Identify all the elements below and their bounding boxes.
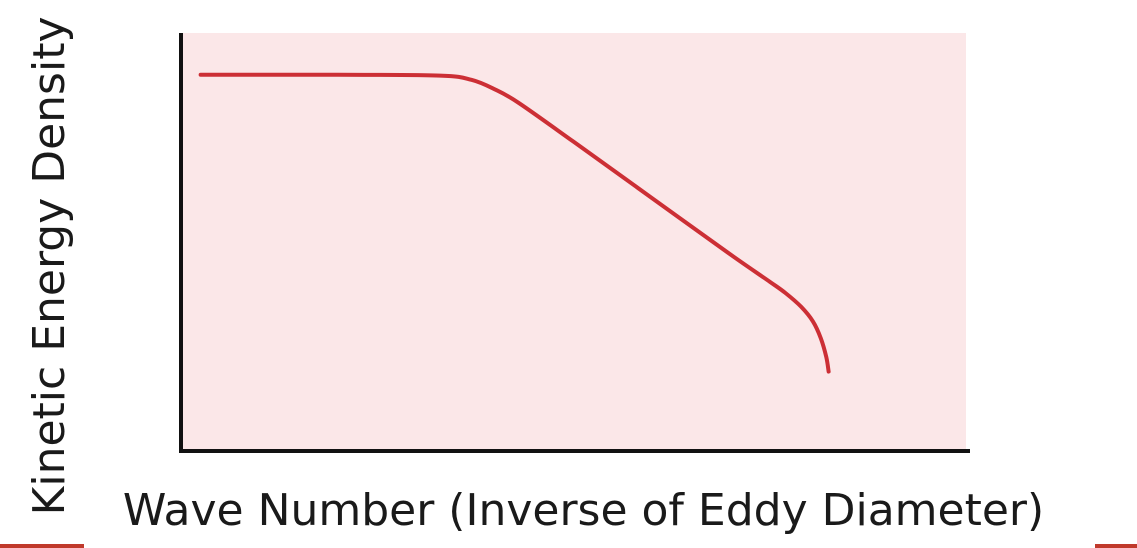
x-axis-title: Wave Number (Inverse of Eddy Diameter) [123, 485, 1044, 536]
corner-accent-left [0, 544, 84, 548]
corner-accent-right [1095, 544, 1137, 548]
series-layer [198, 72, 831, 374]
series-line-0 [198, 72, 831, 374]
plot-background [181, 33, 966, 451]
y-axis-title: Kinetic Energy Density [24, 17, 75, 516]
